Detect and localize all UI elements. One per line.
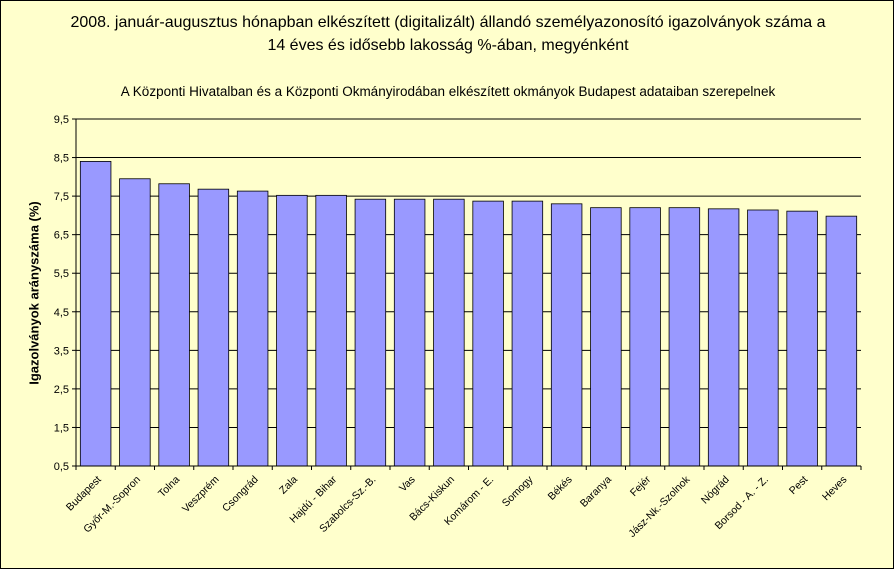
bar: [707, 208, 740, 467]
bar: [119, 178, 151, 467]
chart-title-line1: 2008. január-augusztus hónapban elkészít…: [70, 14, 826, 31]
bar: [79, 161, 112, 467]
bar: [197, 188, 230, 467]
x-tick-label: Békés: [546, 474, 575, 503]
x-tick-label: Veszprém: [180, 473, 222, 515]
y-tick-label: 4,5: [54, 307, 69, 319]
chart-subtitle: A Központi Hivatalban és a Központi Okmá…: [120, 84, 776, 99]
bar: [354, 198, 387, 467]
bar: [158, 183, 190, 467]
x-tick-label: Csongrád: [220, 474, 261, 515]
y-tick-label: 2,5: [54, 384, 69, 396]
y-tick-label: 8,5: [54, 153, 69, 165]
chart-title-line2: 14 éves és idősebb lakosság %-ában, megy…: [267, 37, 629, 54]
y-tick-label: 6,5: [54, 230, 69, 242]
bar: [668, 207, 701, 467]
bar: [393, 198, 426, 467]
bar: [511, 200, 544, 467]
bar: [276, 194, 308, 467]
plot-area: [76, 119, 861, 466]
y-tick-label: 1,5: [54, 422, 69, 434]
x-tick-label: Somogy: [500, 473, 536, 509]
x-tick-label: Heves: [820, 474, 850, 504]
bar: [629, 207, 661, 467]
x-tick-label: Fejér: [628, 473, 654, 499]
bar: [786, 210, 818, 467]
y-tick-label: 3,5: [54, 345, 69, 357]
y-tick-label: 7,5: [54, 191, 69, 203]
bar: [590, 207, 622, 467]
x-tick-label: Zala: [277, 474, 300, 497]
bar: [825, 215, 858, 467]
bar: [433, 198, 465, 467]
bar: [550, 203, 583, 467]
bar: [236, 190, 269, 467]
bar: [747, 209, 779, 467]
x-tick-label: Tolna: [156, 474, 182, 500]
bar: [315, 194, 347, 467]
x-tick-label: Nógrád: [699, 474, 732, 507]
bar: [472, 200, 504, 467]
x-tick-label: Budapest: [64, 474, 104, 514]
chart-title: 2008. január-augusztus hónapban elkészít…: [1, 11, 894, 57]
y-tick-label: 9,5: [54, 114, 69, 126]
x-tick-label: Pest: [787, 474, 810, 497]
y-tick-label: 0,5: [54, 461, 69, 473]
x-tick-label: Baranya: [578, 474, 614, 510]
y-tick-label: 5,5: [54, 268, 69, 280]
x-tick-label: Vas: [397, 474, 418, 495]
